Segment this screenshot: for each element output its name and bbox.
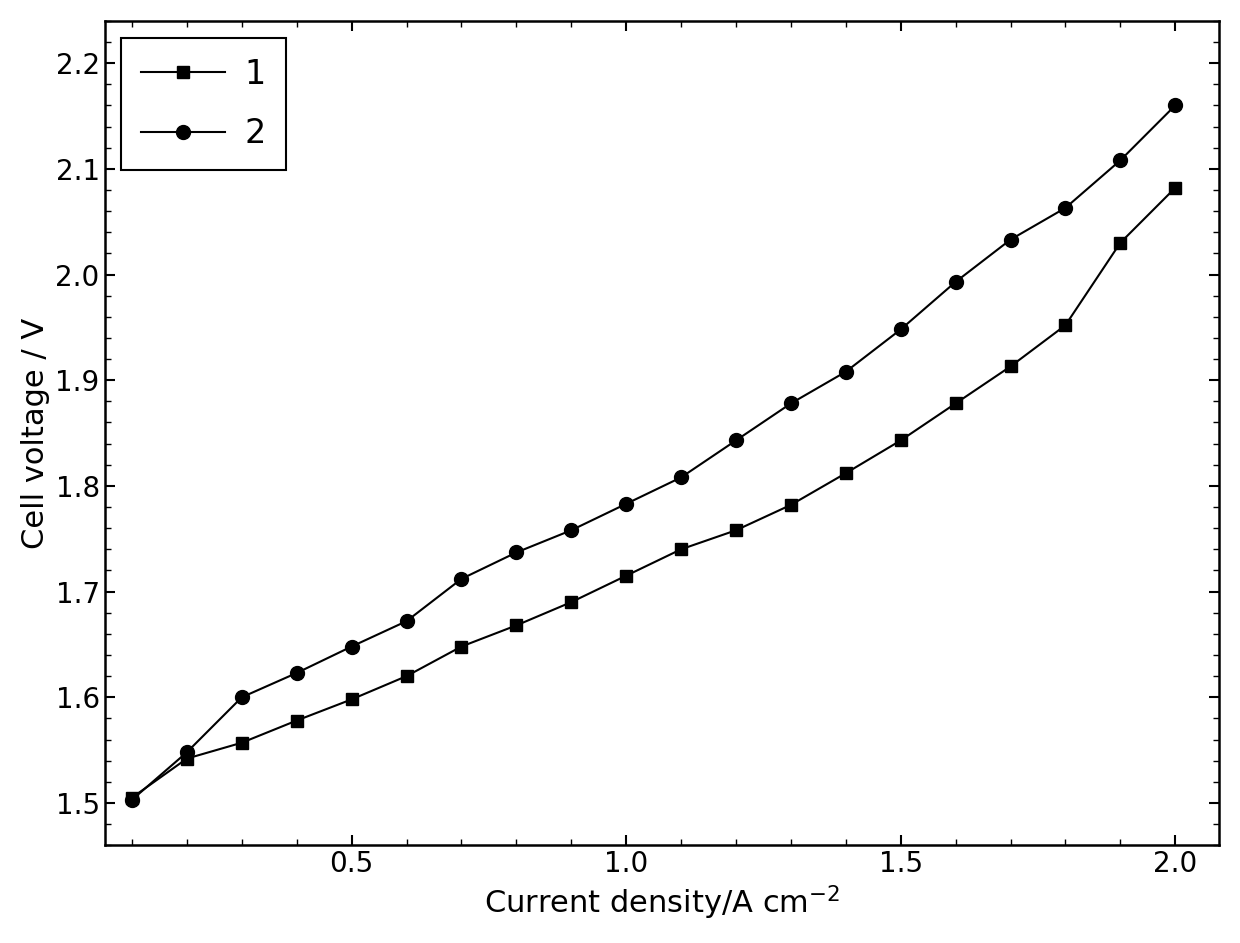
1 [1003, 361, 1018, 372]
2 [729, 435, 744, 446]
2 [234, 691, 249, 703]
1 [234, 737, 249, 749]
1 [893, 435, 908, 446]
1 [1168, 182, 1183, 193]
1 [784, 499, 799, 510]
2 [289, 668, 304, 679]
1 [564, 597, 579, 608]
1 [949, 398, 963, 409]
2 [1112, 155, 1127, 166]
2 [1058, 202, 1073, 213]
2 [673, 472, 688, 483]
1 [838, 468, 853, 479]
1 [508, 620, 523, 631]
2 [893, 323, 908, 335]
2 [1168, 100, 1183, 111]
2 [180, 747, 195, 758]
1 [673, 544, 688, 555]
1 [619, 571, 634, 582]
1 [124, 792, 139, 803]
2 [949, 276, 963, 288]
1 [289, 715, 304, 726]
2 [399, 616, 414, 627]
1 [454, 641, 469, 653]
1 [1058, 320, 1073, 331]
2 [784, 398, 799, 409]
1 [345, 694, 360, 705]
Legend: 1, 2: 1, 2 [122, 38, 286, 170]
2 [508, 547, 523, 558]
1 [729, 524, 744, 536]
1 [399, 670, 414, 682]
2 [1003, 234, 1018, 245]
2 [124, 794, 139, 805]
Y-axis label: Cell voltage / V: Cell voltage / V [21, 318, 50, 549]
2 [454, 573, 469, 585]
Line: 1: 1 [125, 182, 1182, 804]
1 [180, 753, 195, 764]
1 [1112, 237, 1127, 248]
Line: 2: 2 [125, 98, 1182, 807]
2 [564, 524, 579, 536]
2 [619, 498, 634, 509]
X-axis label: Current density/A cm$^{-2}$: Current density/A cm$^{-2}$ [484, 884, 839, 922]
2 [838, 366, 853, 377]
2 [345, 641, 360, 653]
